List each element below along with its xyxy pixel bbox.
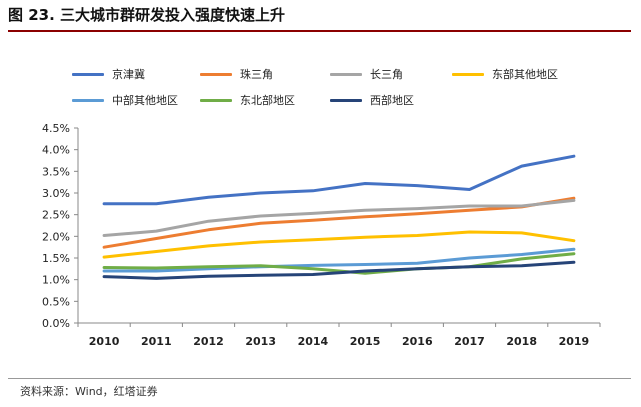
y-tick-label: 3.0% <box>42 187 70 200</box>
legend-swatch <box>72 98 104 102</box>
legend-label: 东北部地区 <box>240 94 295 107</box>
y-tick-label: 1.5% <box>42 252 70 265</box>
legend-label: 西部地区 <box>370 94 414 107</box>
legend-item: 京津冀 <box>72 66 145 82</box>
x-tick-label: 2019 <box>559 335 590 348</box>
series-line-4 <box>102 230 576 259</box>
legend-swatch <box>330 72 362 76</box>
legend-swatch <box>200 72 232 76</box>
x-tick-label: 2010 <box>89 335 120 348</box>
series-line-6 <box>102 252 576 275</box>
chart-legend: 京津冀 珠三角 长三角 东部其他地区中部其他地区 东北部地区 西部地区 <box>0 0 641 120</box>
legend-swatch <box>200 98 232 102</box>
x-tick-label: 2012 <box>193 335 224 348</box>
legend-swatch <box>330 98 362 102</box>
series-line-5 <box>102 247 576 273</box>
y-tick-label: 4.0% <box>42 144 70 157</box>
legend-item: 长三角 <box>330 66 403 82</box>
legend-item: 西部地区 <box>330 92 414 108</box>
legend-item: 中部其他地区 <box>72 92 178 108</box>
legend-label: 长三角 <box>370 68 403 81</box>
title-divider <box>8 30 631 32</box>
y-tick-label: 2.0% <box>42 230 70 243</box>
chart-title: 图 23. 三大城市群研发投入强度快速上升 <box>8 6 286 24</box>
legend-label: 东部其他地区 <box>492 68 558 81</box>
series-line-1 <box>102 154 576 206</box>
y-tick-label: 2.5% <box>42 209 70 222</box>
y-tick-label: 3.5% <box>42 165 70 178</box>
legend-item: 珠三角 <box>200 66 273 82</box>
x-tick-label: 2016 <box>402 335 433 348</box>
legend-label: 京津冀 <box>112 68 145 81</box>
x-tick-label: 2011 <box>141 335 172 348</box>
x-tick-label: 2015 <box>350 335 381 348</box>
source-divider <box>8 378 631 379</box>
x-tick-label: 2018 <box>506 335 537 348</box>
y-tick-label: 4.5% <box>42 122 70 135</box>
legend-label: 珠三角 <box>240 68 273 81</box>
legend-item: 东部其他地区 <box>452 66 558 82</box>
legend-swatch <box>452 72 484 76</box>
y-tick-label: 1.0% <box>42 274 70 287</box>
y-tick-label: 0.0% <box>42 317 70 330</box>
x-tick-label: 2017 <box>454 335 485 348</box>
legend-label: 中部其他地区 <box>112 94 178 107</box>
x-tick-label: 2014 <box>298 335 329 348</box>
legend-swatch <box>72 72 104 76</box>
source-note: 资料来源：Wind，红塔证券 <box>20 385 158 398</box>
y-tick-label: 0.5% <box>42 295 70 308</box>
line-chart: 0.0% 0.5% 1.0% 1.5% 2.0% 2.5% 3.0% 3.5% 4.0% 4.5%… <box>42 122 601 348</box>
legend-item: 东北部地区 <box>200 92 295 108</box>
series-line-2 <box>102 196 576 249</box>
x-tick-label: 2013 <box>245 335 276 348</box>
series-line-3 <box>102 198 576 237</box>
series-line-7 <box>102 260 576 280</box>
